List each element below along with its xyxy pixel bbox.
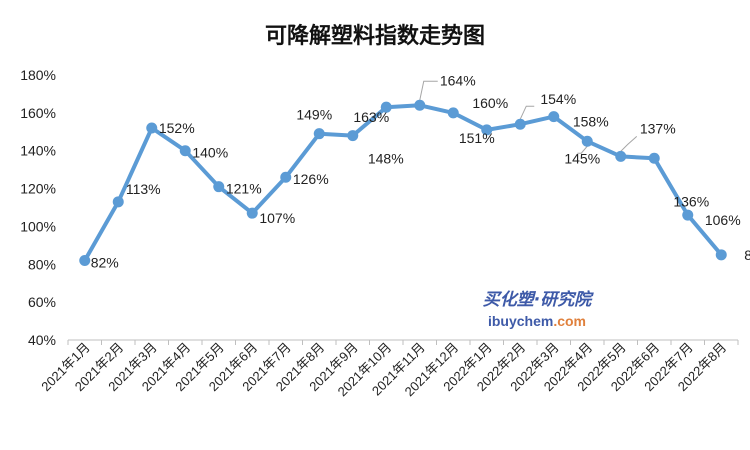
data-label: 121% xyxy=(226,181,262,197)
data-label: 126% xyxy=(293,171,329,187)
data-point xyxy=(146,122,158,134)
data-point xyxy=(648,152,660,164)
y-tick-label: 100% xyxy=(20,218,56,234)
chart-title: 可降解塑料指数走势图 xyxy=(265,23,485,49)
leader-line xyxy=(519,105,535,120)
data-label: 158% xyxy=(573,114,609,130)
data-point xyxy=(347,130,359,142)
data-point xyxy=(179,145,191,157)
data-label: 163% xyxy=(353,109,389,125)
data-point xyxy=(79,255,91,266)
data-point xyxy=(447,107,459,119)
data-point xyxy=(615,150,627,162)
data-point xyxy=(414,99,426,111)
data-point xyxy=(715,249,727,261)
y-tick-label: 160% xyxy=(20,105,56,121)
data-label: 149% xyxy=(296,107,332,123)
series-line-path xyxy=(82,103,724,263)
data-point xyxy=(581,135,593,147)
watermark: 买化塑·研究院 ibuychem.com xyxy=(483,290,594,329)
data-label: 164% xyxy=(440,72,476,88)
data-point xyxy=(313,128,325,140)
data-label: 145% xyxy=(564,150,600,166)
data-label: 106% xyxy=(705,212,741,228)
data-label: 137% xyxy=(640,120,676,136)
data-label: 154% xyxy=(540,91,576,107)
watermark-site-suffix: .com xyxy=(553,313,586,329)
data-label: 113% xyxy=(126,181,161,197)
watermark-site: ibuychem.com xyxy=(488,313,586,329)
data-label: 107% xyxy=(259,210,295,226)
data-point xyxy=(280,171,292,183)
watermark-site-main: ibuychem xyxy=(488,313,553,329)
watermark-name: 买化塑·研究院 xyxy=(483,290,594,310)
data-labels: 82% 113% 152% 140% 121% 107% 126% 149% 148% 163% 1… xyxy=(91,72,750,270)
data-point xyxy=(246,207,258,219)
data-point xyxy=(112,196,124,208)
data-points xyxy=(79,99,727,266)
data-point xyxy=(548,111,560,123)
data-label: 151% xyxy=(459,130,495,146)
data-label: 140% xyxy=(192,145,228,161)
leader-line xyxy=(620,136,638,152)
data-label: 152% xyxy=(159,120,195,136)
data-point xyxy=(380,101,392,113)
x-axis: 2021年1月2021年2月2021年3月2021年4月2021年5月2021年… xyxy=(38,339,739,399)
y-tick-label: 40% xyxy=(28,332,56,348)
data-label: 82% xyxy=(91,255,119,271)
y-tick-label: 60% xyxy=(28,294,56,310)
data-label: 136% xyxy=(673,193,709,209)
y-axis: 40% 60% 80% 100% 120% 140% 160% 180% xyxy=(20,67,56,348)
data-label: 160% xyxy=(472,95,508,111)
data-point xyxy=(213,181,225,193)
y-tick-label: 180% xyxy=(20,67,56,83)
data-label: 85% xyxy=(744,247,750,263)
data-label: 148% xyxy=(368,151,404,167)
leader-line xyxy=(577,145,588,154)
y-tick-label: 140% xyxy=(20,143,56,159)
data-point xyxy=(514,118,526,130)
data-point xyxy=(481,124,493,136)
series-line xyxy=(82,103,724,263)
y-tick-label: 80% xyxy=(28,256,56,272)
y-tick-label: 120% xyxy=(20,181,56,197)
leader-line xyxy=(419,80,438,101)
data-point xyxy=(682,209,694,221)
